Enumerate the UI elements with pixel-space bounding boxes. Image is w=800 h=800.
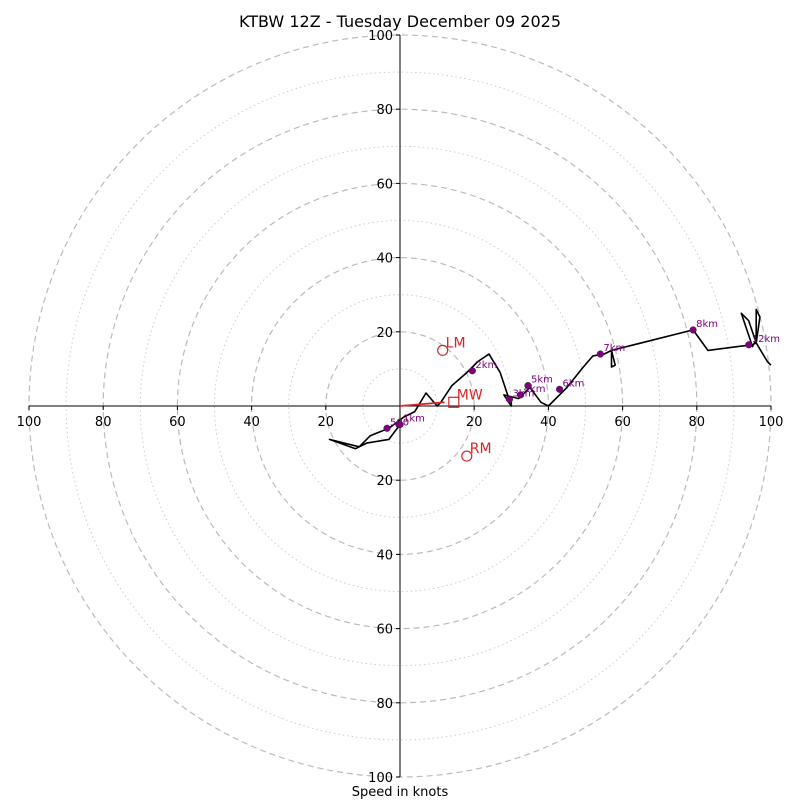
height-label-500: 500 [390,417,409,428]
height-label-1km: 1km [403,414,425,425]
chart-title: KTBW 12Z - Tuesday December 09 2025 [239,12,561,31]
x-axis-label: Speed in knots [352,785,449,800]
x-tick-label: 80 [689,415,706,430]
y-tick-label: 100 [368,771,393,786]
y-tick-label: 60 [376,623,393,638]
height-label-7km: 7km [603,343,625,354]
x-tick-label: 20 [466,415,483,430]
height-label-5km: 5km [531,375,553,386]
storm-motion-lm-label: LM [446,335,466,351]
height-label-6km: 6km [563,378,585,389]
storm-motion-mw-label: MW [457,387,483,403]
x-tick-label: 20 [318,415,335,430]
height-label-4km: 4km [524,384,546,395]
low-level-segment [399,401,445,407]
storm-motion-rm-marker [461,450,473,462]
height-marker-1km [396,421,404,429]
storm-motion-markers: LM MW RM [437,335,492,462]
height-label-8km: 8km [696,319,718,330]
x-tick-label: 100 [17,415,42,430]
y-tick-label: 40 [376,252,393,267]
y-tick-label: 20 [376,474,393,489]
height-marker-5km [524,382,532,390]
y-tick-label: 20 [376,326,393,341]
height-marker-500 [383,424,391,432]
y-tick-label: 80 [376,103,393,118]
height-label-12km: 12km [752,334,780,345]
x-tick-label: 40 [540,415,557,430]
tick-labels: 100 80 60 40 20 20 40 60 80 100 100 80 60 40 20 20 40 60 8… [17,29,784,786]
height-marker-12km [745,341,753,349]
height-markers: 1km5002km3km4km5km6km7km8km12km [383,319,780,432]
x-tick-label: 60 [169,415,186,430]
y-tick-label: 80 [376,697,393,712]
storm-motion-rm-label: RM [470,441,492,457]
x-tick-label: 80 [95,415,112,430]
height-label-2km: 2km [475,360,497,371]
height-marker-8km [689,326,697,334]
x-tick-label: 100 [759,415,784,430]
height-marker-6km [555,385,564,393]
height-marker-4km [517,391,525,399]
y-tick-label: 40 [376,548,393,563]
height-marker-3km [505,395,513,403]
height-marker-7km [596,350,604,358]
x-tick-label: 60 [614,415,631,430]
height-marker-2km [468,367,476,375]
x-tick-label: 40 [243,415,260,430]
storm-motion-lm-marker [437,344,449,356]
y-tick-label: 100 [368,29,393,44]
y-tick-label: 60 [376,177,393,192]
storm-motion-mw-marker [448,396,460,408]
